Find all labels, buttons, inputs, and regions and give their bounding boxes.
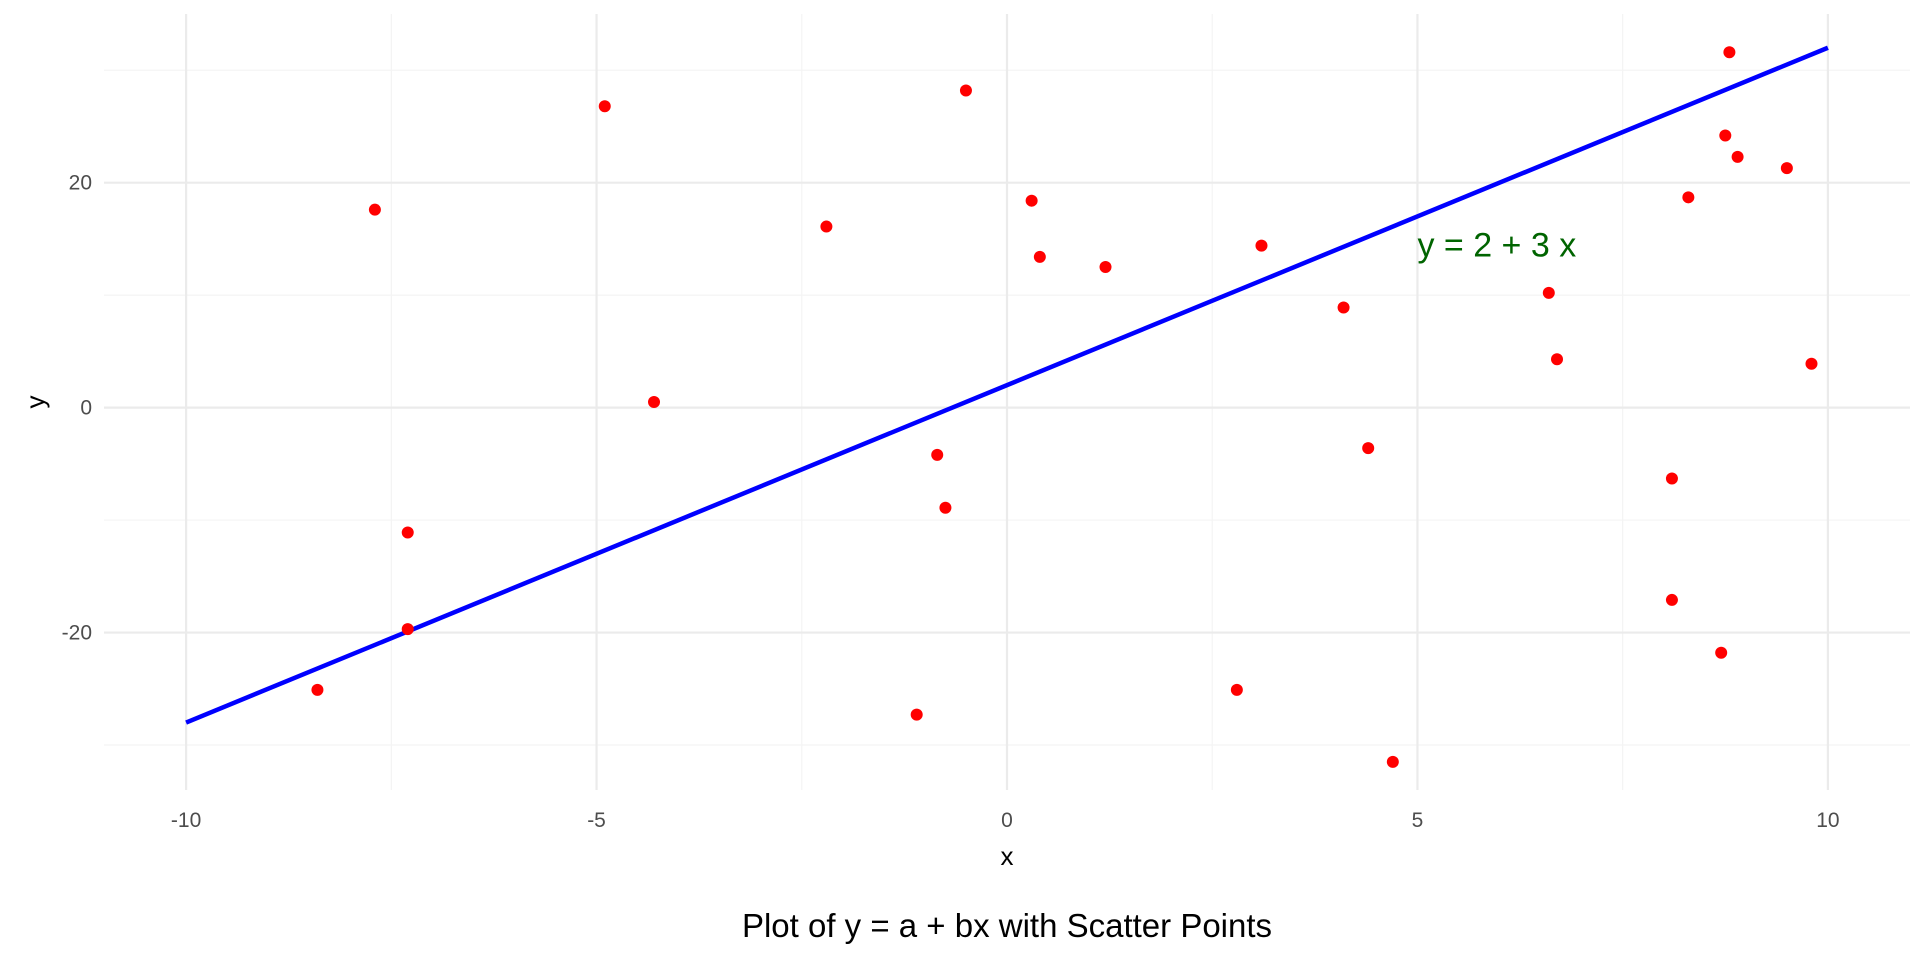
scatter-point (931, 448, 944, 461)
scatter-point (1033, 250, 1046, 263)
scatter-point (1230, 683, 1243, 696)
scatter-point (1731, 150, 1744, 163)
y-axis-title: y (20, 396, 50, 409)
scatter-point (401, 526, 414, 539)
scatter-point (1719, 129, 1732, 142)
scatter-point (1386, 755, 1399, 768)
scatter-point (648, 396, 661, 408)
scatter-point (1362, 442, 1375, 455)
scatter-point (1805, 357, 1818, 370)
scatter-point (598, 100, 611, 113)
equation-annotation: y = 2 + 3 x (1417, 227, 1576, 265)
regression-line (185, 45, 1829, 725)
x-tick-label: 0 (1001, 809, 1013, 832)
y-tick-label: 0 (80, 397, 92, 420)
y-axis-ticks: -20 0 20 (62, 172, 92, 645)
scatter-point (1780, 162, 1793, 175)
scatter-point (1723, 46, 1736, 59)
scatter-point (1255, 239, 1268, 252)
scatter-point (1665, 593, 1678, 606)
x-axis-title: x (1001, 841, 1014, 871)
chart-caption: Plot of y = a + bx with Scatter Points (742, 907, 1272, 944)
scatter-point (820, 220, 833, 233)
scatter-point (959, 84, 972, 97)
scatter-point (1337, 301, 1350, 314)
annotation-layer: y = 2 + 3 x (1417, 227, 1576, 265)
y-tick-label: -20 (62, 622, 92, 645)
scatter-point (368, 203, 381, 216)
scatter-point (1682, 191, 1695, 204)
scatter-point (401, 623, 414, 636)
scatter-point (1665, 472, 1678, 485)
scatter-point (1542, 286, 1555, 299)
scatter-point (1099, 261, 1112, 274)
x-tick-label: -5 (587, 809, 606, 832)
y-tick-label: 20 (69, 172, 92, 195)
regression-line-layer (185, 45, 1829, 725)
scatter-point (1715, 646, 1728, 659)
scatter-point (939, 501, 952, 514)
x-tick-label: -10 (171, 809, 201, 832)
scatter-point (1551, 353, 1564, 366)
scatter-point (1025, 194, 1038, 207)
scatter-point (311, 683, 324, 696)
scatter-point (910, 708, 923, 721)
scatter-points (311, 46, 1818, 768)
x-tick-label: 10 (1816, 809, 1839, 832)
grid (104, 14, 1910, 790)
x-tick-label: 5 (1412, 809, 1424, 832)
x-axis-ticks: -10 -5 0 5 10 (171, 809, 1840, 832)
